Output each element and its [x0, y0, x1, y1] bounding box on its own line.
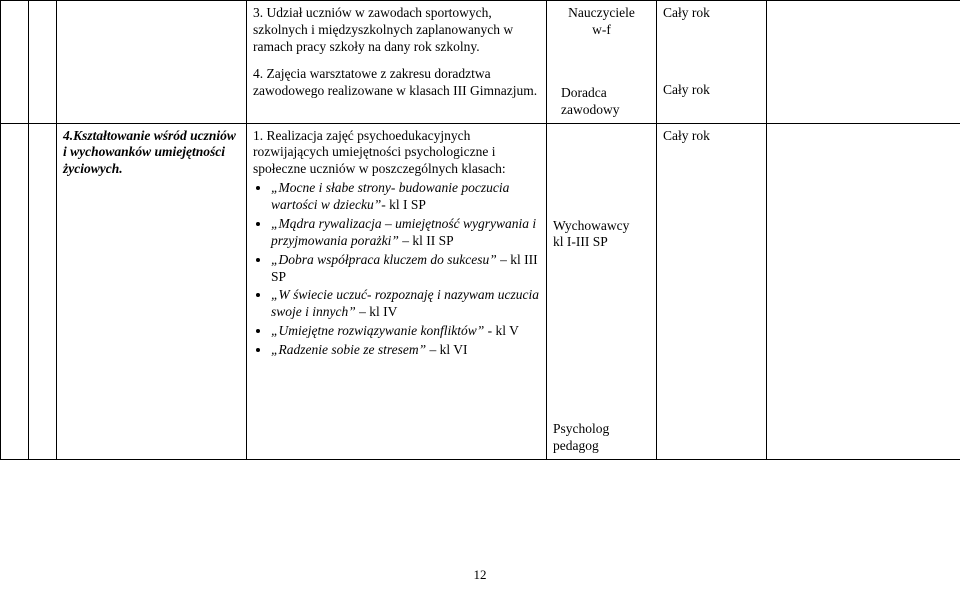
bullet-suffix: – kl II SP	[399, 233, 454, 248]
bullet-suffix: – kl VI	[426, 342, 467, 357]
spacer	[553, 128, 650, 218]
cell-term: Cały rok Cały rok	[657, 1, 767, 124]
cell-actions: 1. Realizacja zajęć psychoedukacyjnych r…	[247, 123, 547, 460]
responsible-top: Nauczyciele w-f	[553, 5, 650, 39]
cell-empty	[29, 1, 57, 124]
term-text: Cały rok	[663, 128, 760, 145]
action-item-4: 4. Zajęcia warsztatowe z zakresu doradzt…	[253, 66, 540, 100]
list-item: „Umiejętne rozwiązywanie konfliktów” - k…	[271, 323, 540, 340]
term-top: Cały rok	[663, 5, 760, 22]
cell-empty	[767, 123, 960, 460]
bullet-suffix: - kl V	[484, 323, 519, 338]
list-item: „Mocne i słabe strony- budowanie poczuci…	[271, 180, 540, 214]
responsible-top: Wychowawcy kl I-III SP	[553, 218, 650, 252]
list-item: „W świecie uczuć- rozpoznaję i nazywam u…	[271, 287, 540, 321]
spacer	[553, 39, 650, 85]
cell-empty	[29, 123, 57, 460]
cell-actions: 3. Udział uczniów w zawodach sportowych,…	[247, 1, 547, 124]
bullet-quote: „Dobra współpraca kluczem do sukcesu”	[271, 252, 497, 267]
cell-term: Cały rok	[657, 123, 767, 460]
action-item-3: 3. Udział uczniów w zawodach sportowych,…	[253, 5, 540, 56]
goal-text: 4.Kształtowanie wśród uczniów i wychowan…	[63, 128, 236, 177]
term-bottom: Cały rok	[663, 82, 760, 99]
list-item: „Mądra rywalizacja – umiejętność wygrywa…	[271, 216, 540, 250]
cell-empty	[57, 1, 247, 124]
bullet-suffix: - kl I SP	[381, 197, 426, 212]
bullet-quote: „Umiejętne rozwiązywanie konfliktów”	[271, 323, 484, 338]
table-row: 4.Kształtowanie wśród uczniów i wychowan…	[1, 123, 960, 460]
cell-empty	[1, 123, 29, 460]
responsible-bottom: Doradca zawodowy	[553, 85, 650, 119]
spacer	[663, 68, 760, 82]
responsible-bottom: Psycholog pedagog	[553, 421, 650, 455]
spacer	[553, 251, 650, 421]
cell-empty	[767, 1, 960, 124]
list-item: „Dobra współpraca kluczem do sukcesu” – …	[271, 252, 540, 286]
page: 3. Udział uczniów w zawodach sportowych,…	[0, 0, 960, 589]
cell-empty	[1, 1, 29, 124]
spacer	[663, 22, 760, 68]
document-table: 3. Udział uczniów w zawodach sportowych,…	[0, 0, 960, 460]
cell-responsible: Nauczyciele w-f Doradca zawodowy	[547, 1, 657, 124]
action-lead: 1. Realizacja zajęć psychoedukacyjnych r…	[253, 128, 540, 179]
bullet-quote: „W świecie uczuć- rozpoznaję i nazywam u…	[271, 287, 539, 319]
page-number: 12	[0, 567, 960, 583]
bullet-suffix: – kl IV	[356, 304, 398, 319]
cell-responsible: Wychowawcy kl I-III SP Psycholog pedagog	[547, 123, 657, 460]
bullet-quote: „Radzenie sobie ze stresem”	[271, 342, 426, 357]
table-row: 3. Udział uczniów w zawodach sportowych,…	[1, 1, 960, 124]
bullet-list: „Mocne i słabe strony- budowanie poczuci…	[271, 180, 540, 359]
list-item: „Radzenie sobie ze stresem” – kl VI	[271, 342, 540, 359]
cell-goal: 4.Kształtowanie wśród uczniów i wychowan…	[57, 123, 247, 460]
